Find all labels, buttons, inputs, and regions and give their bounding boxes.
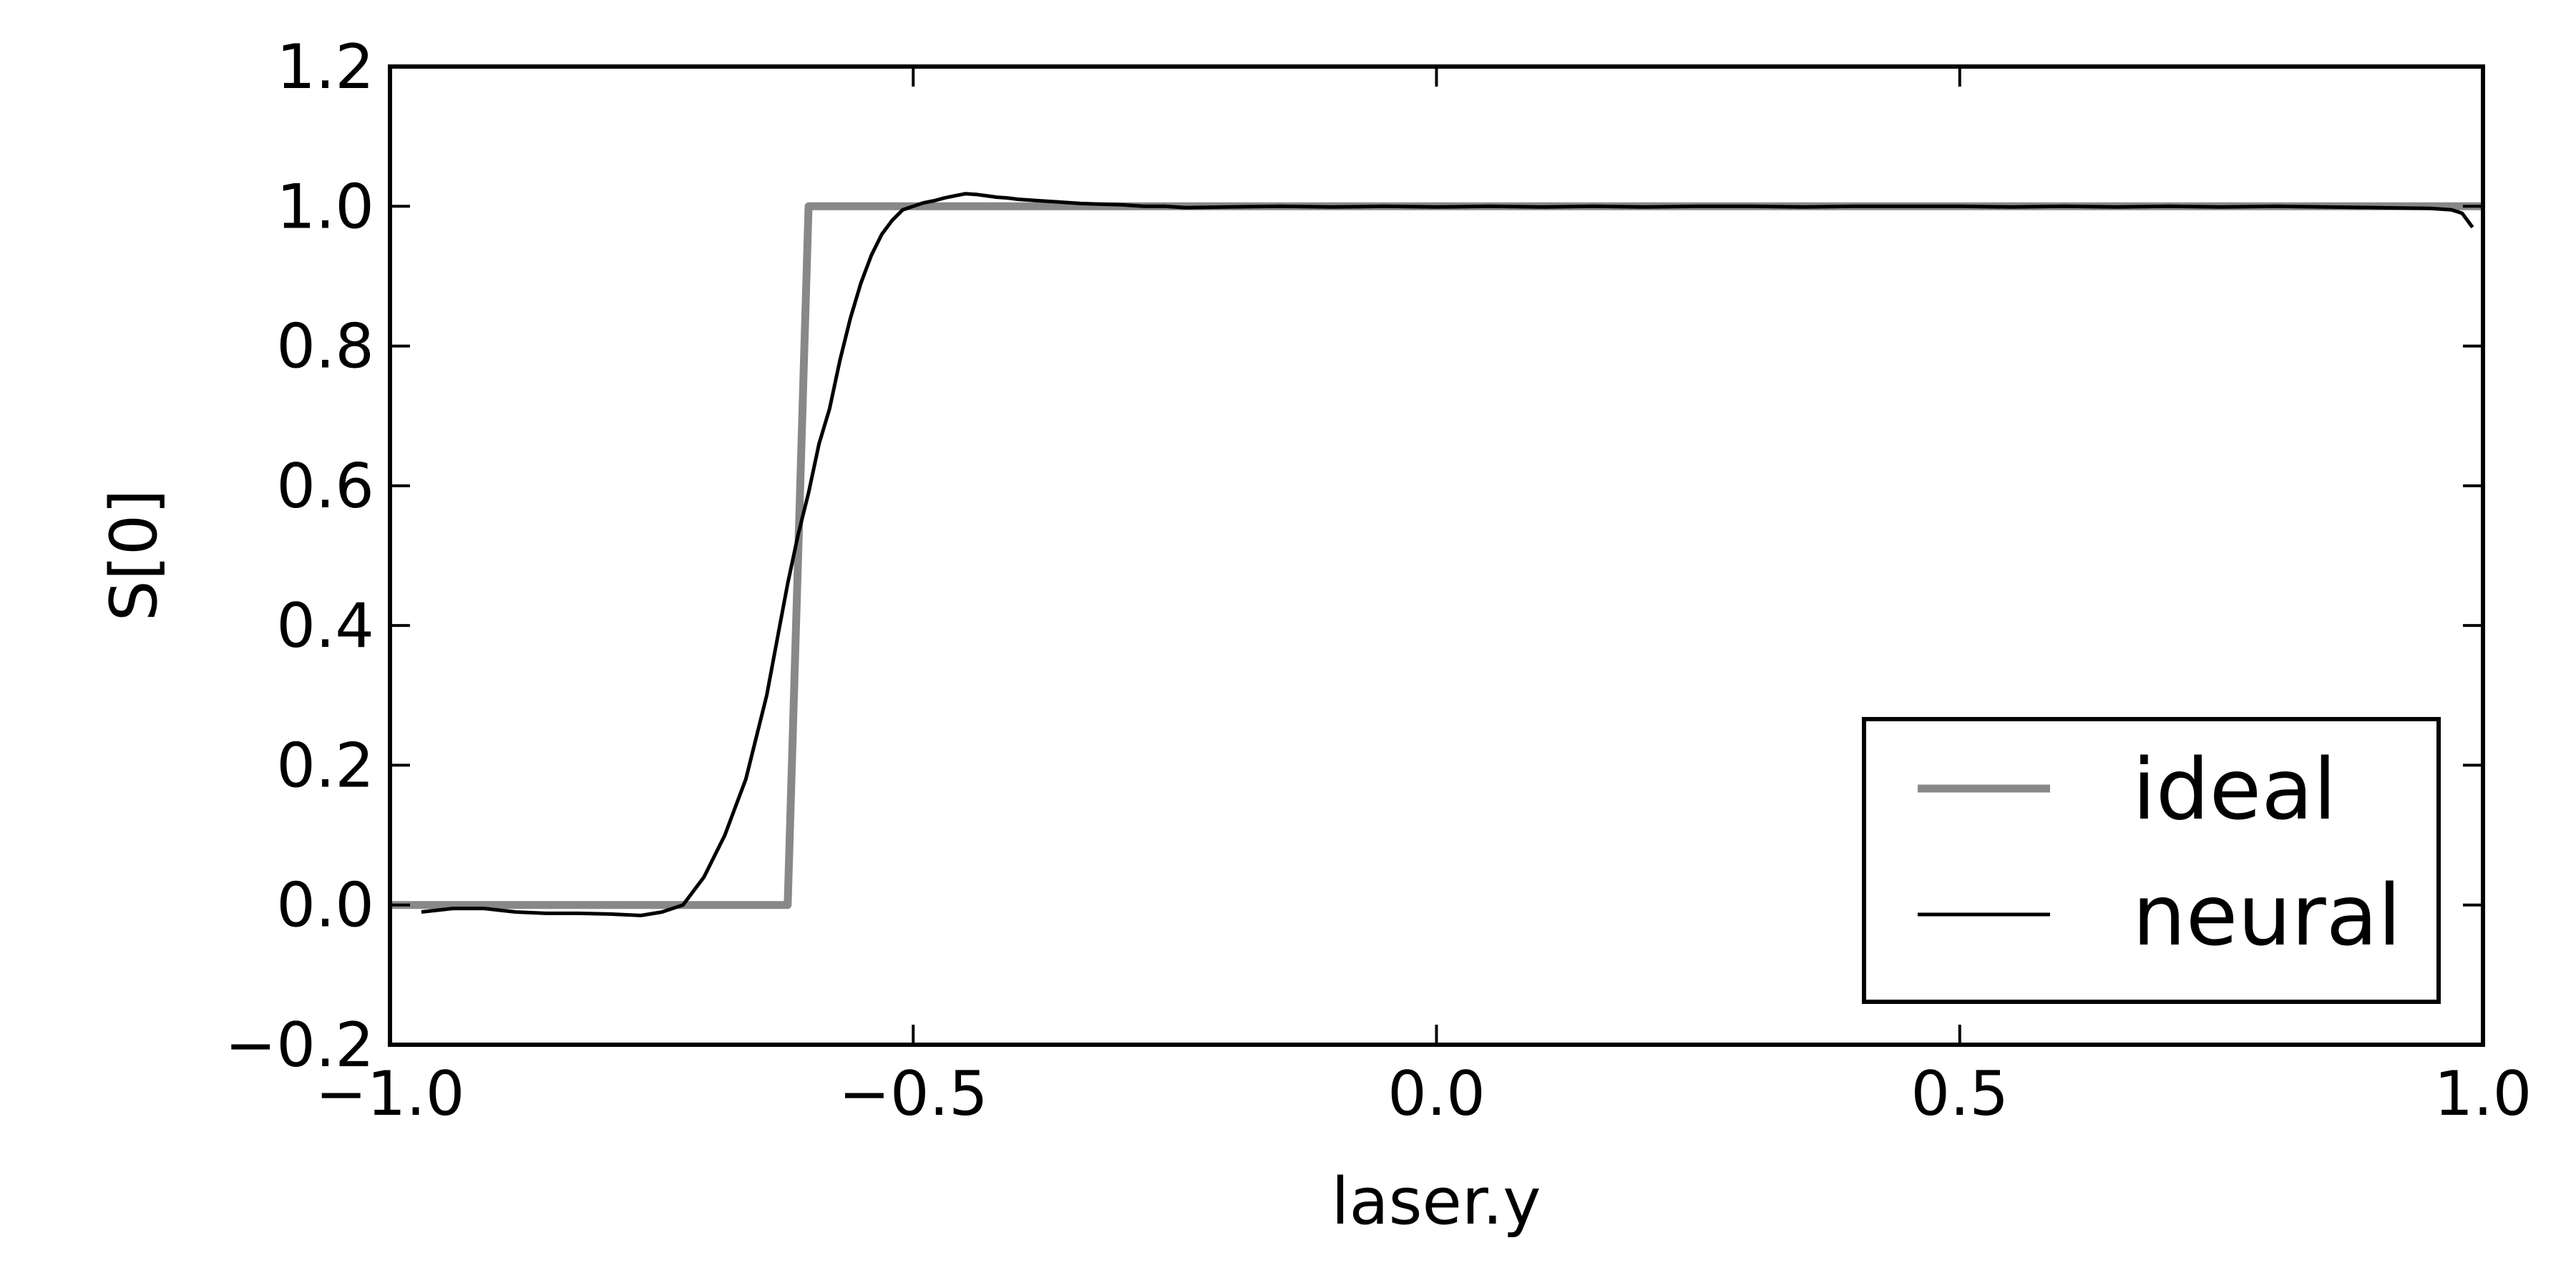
y-tick-label: 1.0 <box>276 171 374 243</box>
x-axis-label: laser.y <box>1331 1164 1541 1239</box>
x-tick-label: 1.0 <box>2434 1058 2532 1130</box>
x-tick-label: −0.5 <box>839 1058 988 1130</box>
legend-label-neural: neural <box>2132 866 2401 965</box>
y-tick-label: 0.8 <box>276 311 374 383</box>
y-tick-label: 0.4 <box>276 590 374 662</box>
y-tick-label: 0.0 <box>276 870 374 942</box>
y-tick-label: −0.2 <box>225 1010 374 1081</box>
y-axis-label: S[0] <box>97 489 172 622</box>
y-tick-label: 0.6 <box>276 451 374 522</box>
x-tick-label: 0.5 <box>1911 1058 2009 1130</box>
x-tick-label: 0.0 <box>1387 1058 1485 1130</box>
legend: ideal neural <box>1864 719 2439 1002</box>
y-tick-label: 1.2 <box>276 31 374 103</box>
legend-label-ideal: ideal <box>2132 740 2336 839</box>
y-tick-label: 0.2 <box>276 730 374 801</box>
